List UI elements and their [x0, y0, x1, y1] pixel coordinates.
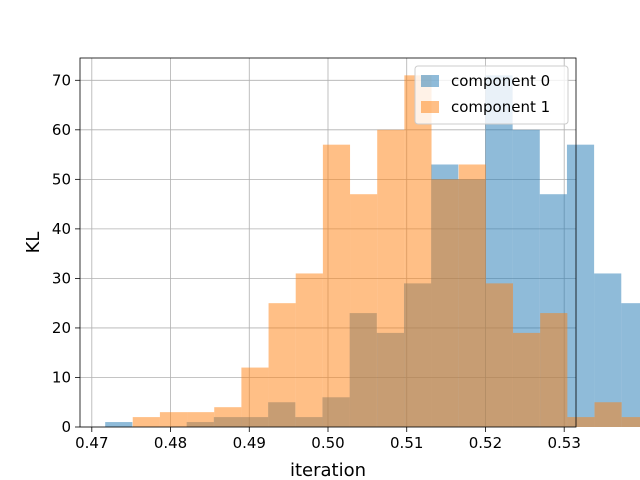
- histogram-bar-series-1: [404, 75, 432, 427]
- histogram-bar-series-1: [295, 273, 323, 427]
- y-axis-title: KL: [23, 232, 44, 254]
- histogram-bar-series-1: [540, 313, 568, 427]
- histogram-bar-series-1: [159, 412, 188, 427]
- histogram-bar-series-1: [377, 129, 405, 427]
- histogram-bar-series-1: [187, 412, 215, 427]
- histogram-bar-series-1: [132, 417, 160, 427]
- x-axis-title: iteration: [290, 460, 366, 480]
- legend-label: component 1: [451, 98, 550, 116]
- x-tick-label: 0.53: [547, 434, 580, 452]
- histogram-bar-series-0: [594, 273, 622, 427]
- histogram-bar-series-1: [458, 164, 486, 427]
- x-axis-ticks: 0.47 0.48 0.49 0.50 0.51 0.52 0.53: [75, 427, 581, 452]
- y-tick-label: 0: [61, 418, 71, 436]
- legend-label: component 0: [451, 72, 550, 90]
- bars: [105, 75, 640, 427]
- x-tick-label: 0.49: [233, 434, 266, 452]
- histogram-bar-series-1: [567, 417, 595, 427]
- legend-box: [414, 65, 569, 125]
- histogram-bar-series-1: [513, 332, 541, 427]
- legend-swatch: [421, 101, 439, 113]
- histogram-bar-series-1: [594, 402, 622, 427]
- histogram-bar-series-1: [241, 367, 269, 427]
- legend: component 0 component 1: [414, 65, 569, 125]
- x-tick-label: 0.52: [469, 434, 502, 452]
- histogram-bar-series-1: [485, 283, 514, 427]
- histogram-bar-series-1: [621, 417, 640, 427]
- histogram-bar-series-1: [350, 194, 378, 427]
- histogram-bar-series-0: [621, 303, 640, 427]
- histogram-bar-series-0: [105, 422, 133, 427]
- y-tick-label: 60: [52, 121, 71, 139]
- x-tick-label: 0.51: [390, 434, 423, 452]
- histogram-bar-series-1: [322, 144, 351, 427]
- x-tick-label: 0.48: [154, 434, 187, 452]
- histogram-bar-series-1: [214, 407, 242, 427]
- x-tick-label: 0.50: [311, 434, 344, 452]
- y-axis-ticks: 0 10 20 30 40 50 60 70: [52, 71, 80, 436]
- y-tick-label: 10: [52, 368, 71, 386]
- histogram-bar-series-0: [566, 144, 595, 427]
- y-tick-label: 20: [52, 319, 71, 337]
- y-tick-label: 50: [52, 170, 71, 188]
- histogram-bar-series-1: [431, 179, 459, 427]
- legend-swatch: [421, 75, 439, 87]
- y-tick-label: 30: [52, 269, 71, 287]
- y-tick-label: 40: [52, 220, 71, 238]
- histogram-bar-series-1: [268, 303, 296, 427]
- y-tick-label: 70: [52, 71, 71, 89]
- x-tick-label: 0.47: [75, 434, 108, 452]
